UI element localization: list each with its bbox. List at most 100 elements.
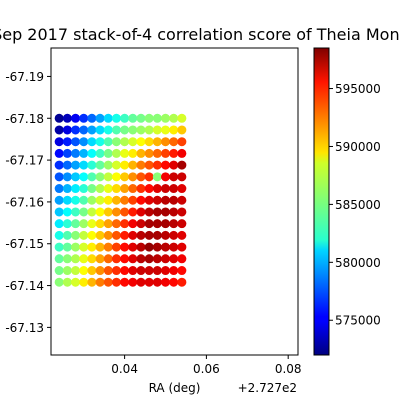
scatter-point xyxy=(169,137,179,147)
scatter-point xyxy=(54,172,64,182)
scatter-point xyxy=(144,137,154,147)
scatter-point xyxy=(128,230,138,240)
scatter-point xyxy=(54,219,64,229)
scatter-point xyxy=(128,195,138,205)
scatter-point xyxy=(95,172,105,182)
scatter-point xyxy=(71,277,81,287)
scatter-point xyxy=(71,184,81,194)
scatter-point xyxy=(111,125,121,135)
scatter-point xyxy=(152,266,162,276)
scatter-point xyxy=(62,137,72,147)
colorbar-tick-label: 595000 xyxy=(335,82,381,96)
scatter-point xyxy=(87,184,97,194)
scatter-point xyxy=(62,184,72,194)
scatter-point xyxy=(87,148,97,158)
scatter-point xyxy=(169,125,179,135)
scatter-point xyxy=(87,254,97,264)
scatter-point xyxy=(62,113,72,123)
scatter-point xyxy=(79,113,89,123)
scatter-point xyxy=(54,148,64,158)
scatter-point xyxy=(95,148,105,158)
y-tick-label: -67.19 xyxy=(5,70,44,84)
scatter-point xyxy=(103,137,113,147)
scatter-point xyxy=(169,148,179,158)
scatter-point xyxy=(144,172,154,182)
scatter-point xyxy=(54,266,64,276)
scatter-point xyxy=(95,242,105,252)
scatter-point xyxy=(79,195,89,205)
scatter-point xyxy=(161,195,170,205)
scatter-point xyxy=(161,160,170,170)
scatter-point xyxy=(71,148,81,158)
scatter-point xyxy=(161,254,170,264)
scatter-point xyxy=(54,207,64,217)
scatter-point xyxy=(136,160,146,170)
scatter-point xyxy=(95,137,105,147)
scatter-point xyxy=(128,137,138,147)
scatter-point xyxy=(120,277,130,287)
scatter-point xyxy=(54,277,64,287)
scatter-point xyxy=(161,219,170,229)
scatter-point xyxy=(169,184,179,194)
scatter-point xyxy=(169,242,179,252)
scatter-point xyxy=(71,113,81,123)
scatter-point xyxy=(79,148,89,158)
scatter-point xyxy=(87,266,97,276)
scatter-point xyxy=(152,277,162,287)
scatter-point xyxy=(111,242,121,252)
y-axis: -67.13 -67.14 -67.15 -67.16 -67.17 -67.18 -67.… xyxy=(5,70,51,335)
scatter-point xyxy=(120,125,130,135)
scatter-point xyxy=(144,242,154,252)
scatter-point xyxy=(54,137,64,147)
scatter-point xyxy=(120,254,130,264)
scatter-point xyxy=(169,113,179,123)
scatter-point xyxy=(128,254,138,264)
scatter-point xyxy=(161,266,170,276)
colorbar-tick-label: 580000 xyxy=(335,256,381,270)
scatter-point xyxy=(111,184,121,194)
scatter-point xyxy=(71,219,81,229)
scatter-point xyxy=(103,219,113,229)
colorbar-tick-label: 575000 xyxy=(335,314,381,328)
scatter-point xyxy=(144,184,154,194)
scatter-point xyxy=(169,277,179,287)
scatter-point xyxy=(177,254,187,264)
x-offset-label: +2.727e2 xyxy=(238,381,297,395)
scatter-point xyxy=(62,160,72,170)
scatter-point xyxy=(71,137,81,147)
scatter-point xyxy=(71,160,81,170)
scatter-point xyxy=(111,113,121,123)
scatter-point xyxy=(79,125,89,135)
scatter-point xyxy=(79,184,89,194)
scatter-point xyxy=(103,160,113,170)
scatter-point xyxy=(103,172,113,182)
scatter-point xyxy=(120,266,130,276)
scatter-point xyxy=(62,230,72,240)
scatter-point xyxy=(120,148,130,158)
scatter-point xyxy=(62,219,72,229)
x-tick-label: 0.04 xyxy=(111,362,138,376)
scatter-point xyxy=(54,242,64,252)
scatter-point xyxy=(152,137,162,147)
scatter-point xyxy=(62,242,72,252)
scatter-point xyxy=(79,242,89,252)
scatter-point xyxy=(103,125,113,135)
colorbar-axis: 575000 580000 585000 590000 595000 xyxy=(329,82,381,328)
scatter-point xyxy=(62,125,72,135)
x-tick-label: 0.08 xyxy=(275,362,302,376)
scatter-point xyxy=(120,230,130,240)
scatter-point xyxy=(111,277,121,287)
scatter-point xyxy=(136,184,146,194)
y-tick-label: -67.14 xyxy=(5,279,44,293)
scatter-point xyxy=(95,230,105,240)
scatter-point xyxy=(95,266,105,276)
scatter-point xyxy=(87,242,97,252)
scatter-point xyxy=(79,137,89,147)
scatter-point xyxy=(95,160,105,170)
scatter-point xyxy=(136,125,146,135)
scatter-point xyxy=(177,148,187,158)
scatter-point xyxy=(144,266,154,276)
scatter-point xyxy=(103,148,113,158)
scatter-point xyxy=(144,219,154,229)
scatter-point xyxy=(152,195,162,205)
